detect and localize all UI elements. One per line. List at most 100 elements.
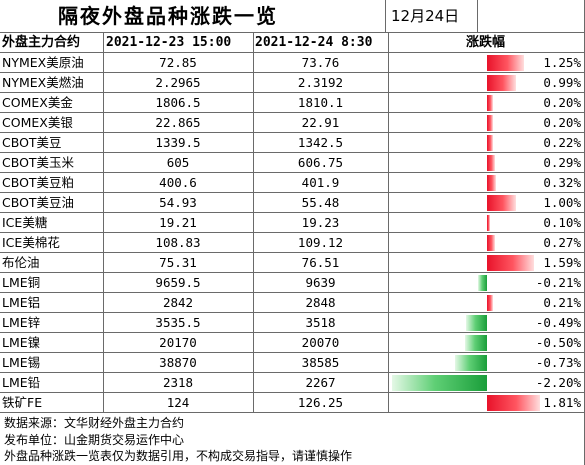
grid-hline	[0, 172, 585, 173]
curr-price: 73.76	[301, 55, 340, 70]
curr-price: 3518	[305, 315, 336, 330]
up-bar	[487, 75, 516, 91]
table-row: LME铅 2318 2267 -2.20%	[0, 373, 585, 393]
contract-name: ICE美棉花	[2, 235, 60, 250]
contract-name: LME锡	[2, 355, 41, 370]
table-row: 铁矿FE 124 126.25 1.81%	[0, 393, 585, 413]
prev-price: 22.865	[155, 115, 201, 130]
change-percent: 0.29%	[543, 155, 581, 170]
grid-hline	[0, 152, 585, 153]
table-row: ICE美糖 19.21 19.23 0.10%	[0, 213, 585, 233]
up-bar	[487, 175, 497, 191]
contract-name: COMEX美银	[2, 115, 73, 130]
footer-publisher: 发布单位：山金期货交易运作中心	[4, 433, 185, 447]
table-row: LME锡 38870 38585 -0.73%	[0, 353, 585, 373]
contract-name: NYMEX美燃油	[2, 75, 84, 90]
table-row: CBOT美玉米 605 606.75 0.29%	[0, 153, 585, 173]
change-percent: -2.20%	[535, 375, 581, 390]
curr-price: 126.25	[297, 395, 344, 410]
prev-price: 1339.5	[155, 135, 201, 150]
curr-price: 606.75	[297, 155, 344, 170]
contract-name: CBOT美豆	[2, 135, 62, 150]
down-bar	[455, 355, 487, 371]
grid-hline	[0, 312, 585, 313]
up-bar	[487, 295, 494, 311]
curr-price: 2848	[305, 295, 336, 310]
change-percent: 0.20%	[543, 95, 581, 110]
change-cell: -0.50%	[388, 333, 583, 353]
grid-hline	[0, 272, 585, 273]
contract-name: CBOT美豆粕	[2, 175, 75, 190]
grid-hline	[0, 32, 585, 33]
change-cell: -0.73%	[388, 353, 583, 373]
change-percent: 1.25%	[543, 55, 581, 70]
contract-name: LME铝	[2, 295, 41, 310]
table-row: LME铜 9659.5 9639 -0.21%	[0, 273, 585, 293]
up-bar	[487, 95, 493, 111]
table-row: NYMEX美原油 72.85 73.76 1.25%	[0, 53, 585, 73]
curr-price: 1810.1	[297, 95, 344, 110]
prev-price: 75.31	[159, 255, 197, 270]
grid-hline	[0, 112, 585, 113]
change-cell: 0.29%	[388, 153, 583, 173]
curr-price: 19.23	[301, 215, 340, 230]
grid-vline	[385, 0, 386, 32]
table-row: 布伦油 75.31 76.51 1.59%	[0, 253, 585, 273]
prev-price: 20170	[159, 335, 197, 350]
down-bar	[477, 275, 487, 291]
up-bar	[487, 115, 493, 131]
table-row: ICE美棉花 108.83 109.12 0.27%	[0, 233, 585, 253]
up-bar	[487, 235, 495, 251]
curr-price: 1342.5	[297, 135, 344, 150]
curr-price: 9639	[305, 275, 336, 290]
change-cell: -2.20%	[388, 373, 583, 393]
change-percent: -0.73%	[535, 355, 581, 370]
curr-price: 22.91	[301, 115, 340, 130]
curr-price: 76.51	[301, 255, 340, 270]
curr-price: 38585	[301, 355, 340, 370]
grid-hline	[0, 192, 585, 193]
table-row: CBOT美豆油 54.93 55.48 1.00%	[0, 193, 585, 213]
grid-hline	[0, 292, 585, 293]
change-cell: 0.20%	[388, 113, 583, 133]
change-cell: 0.32%	[388, 173, 583, 193]
grid-hline	[0, 92, 585, 93]
contract-name: CBOT美豆油	[2, 195, 75, 210]
up-bar	[487, 155, 496, 171]
grid-hline	[0, 212, 585, 213]
change-percent: 1.81%	[543, 395, 581, 410]
prev-price: 3535.5	[155, 315, 201, 330]
change-percent: 0.32%	[543, 175, 581, 190]
contract-name: CBOT美玉米	[2, 155, 75, 170]
change-percent: -0.50%	[535, 335, 581, 350]
curr-price: 20070	[301, 335, 340, 350]
table-row: LME镍 20170 20070 -0.50%	[0, 333, 585, 353]
change-cell: 1.59%	[388, 253, 583, 273]
up-bar	[487, 215, 490, 231]
curr-price: 109.12	[297, 235, 344, 250]
prev-price: 605	[166, 155, 190, 170]
table-row: NYMEX美燃油 2.2965 2.3192 0.99%	[0, 73, 585, 93]
down-bar	[392, 375, 487, 391]
contract-name: LME铜	[2, 275, 41, 290]
table-row: CBOT美豆粕 400.6 401.9 0.32%	[0, 173, 585, 193]
prev-price: 1806.5	[155, 95, 201, 110]
prev-price: 2.2965	[155, 75, 201, 90]
table-row: CBOT美豆 1339.5 1342.5 0.22%	[0, 133, 585, 153]
curr-price: 2267	[305, 375, 336, 390]
table-row: COMEX美金 1806.5 1810.1 0.20%	[0, 93, 585, 113]
grid-hline	[0, 232, 585, 233]
change-percent: 0.20%	[543, 115, 581, 130]
prev-price: 400.6	[159, 175, 197, 190]
grid-hline	[0, 352, 585, 353]
prev-price: 2318	[162, 375, 194, 390]
change-percent: 0.27%	[543, 235, 581, 250]
table-row: LME锌 3535.5 3518 -0.49%	[0, 313, 585, 333]
change-percent: 1.00%	[543, 195, 581, 210]
sheet-title: 隔夜外盘品种涨跌一览	[58, 4, 278, 28]
change-percent: 0.22%	[543, 135, 581, 150]
contract-name: ICE美糖	[2, 215, 48, 230]
footer-source: 数据来源：文华财经外盘主力合约	[4, 416, 185, 430]
header-change: 涨跌幅	[465, 35, 505, 50]
